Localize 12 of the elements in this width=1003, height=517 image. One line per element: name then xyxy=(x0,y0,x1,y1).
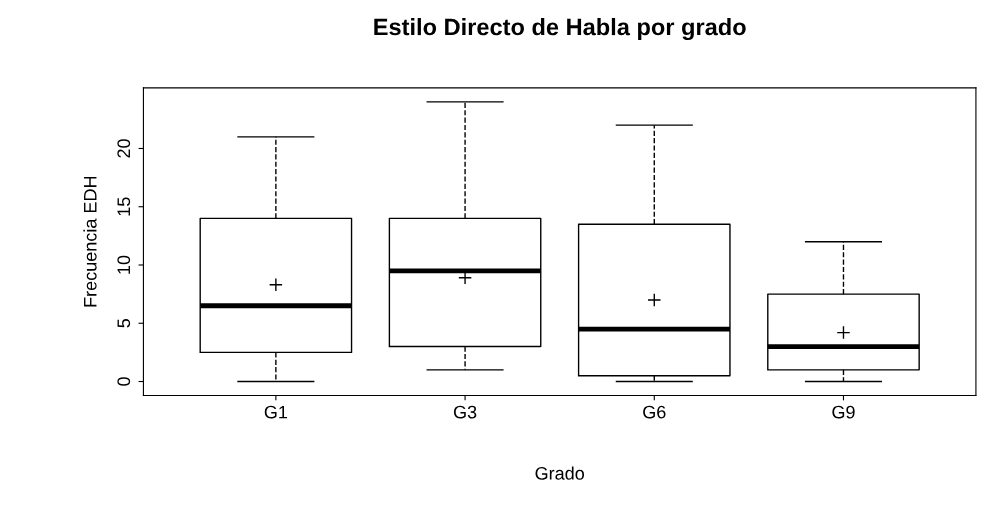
y-tick-label: 5 xyxy=(117,319,131,328)
y-axis-title: Frecuencia EDH xyxy=(83,176,97,307)
y-tick-label: 10 xyxy=(117,255,131,274)
y-tick-label: 20 xyxy=(117,139,131,158)
x-tick-label: G1 xyxy=(264,405,288,419)
x-tick-label: G6 xyxy=(643,405,666,419)
x-axis-title: Grado xyxy=(535,466,585,480)
y-tick-label: 15 xyxy=(117,197,131,216)
x-tick-label: G3 xyxy=(453,405,477,419)
chart-title: Estilo Directo de Habla por grado xyxy=(374,18,746,41)
y-tick-label: 0 xyxy=(117,377,131,386)
x-tick-label: G9 xyxy=(832,405,855,419)
